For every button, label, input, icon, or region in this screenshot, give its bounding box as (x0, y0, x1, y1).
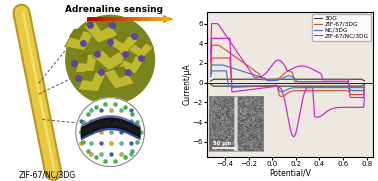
ZIF-67/3DG (209, 44, 214, 46)
Polygon shape (92, 45, 128, 71)
Y-axis label: Current/μA: Current/μA (182, 63, 191, 105)
Text: Adrenaline sensing: Adrenaline sensing (65, 5, 163, 14)
Circle shape (66, 15, 155, 104)
NC/3DG (209, 64, 214, 66)
Polygon shape (84, 18, 119, 43)
Line: 3DG: 3DG (211, 79, 364, 81)
Polygon shape (123, 53, 136, 63)
Polygon shape (94, 18, 112, 31)
Polygon shape (82, 71, 96, 81)
ZIF-67/NC/3DG (341, 79, 345, 81)
Line: ZIF-67/NC/3DG: ZIF-67/NC/3DG (211, 24, 364, 97)
3DG (218, 78, 223, 80)
3DG (302, 78, 307, 80)
ZIF-67/3DG (307, 81, 311, 83)
ZIF-67/NC/3DG (348, 96, 352, 98)
ZIF-67/NC/3DG (209, 22, 214, 25)
Polygon shape (114, 67, 129, 78)
3DG (298, 78, 302, 80)
ZIF-67/NC/3DG (298, 65, 302, 67)
NC/3DG (218, 64, 223, 66)
3DG (341, 78, 345, 80)
ZIF-67/3DG (302, 81, 307, 83)
ZIF-67/3DG (218, 45, 223, 47)
NC/3DG (307, 81, 311, 83)
Polygon shape (107, 32, 139, 55)
ZIF-67/3DG (325, 81, 330, 83)
NC/3DG (325, 81, 330, 83)
Polygon shape (104, 67, 135, 89)
NC/3DG (298, 81, 302, 83)
ZIF-67/NC/3DG (302, 65, 307, 67)
Text: ZIF-67/NC/3DG: ZIF-67/NC/3DG (18, 170, 76, 179)
ZIF-67/3DG (362, 86, 367, 88)
NC/3DG (348, 87, 353, 89)
NC/3DG (208, 73, 213, 75)
ZIF-67/NC/3DG (208, 52, 213, 54)
ZIF-67/3DG (298, 81, 302, 83)
3DG (307, 78, 311, 80)
Polygon shape (128, 39, 153, 59)
NC/3DG (302, 81, 307, 83)
NC/3DG (362, 85, 367, 87)
Polygon shape (65, 29, 94, 50)
Polygon shape (78, 71, 106, 92)
Polygon shape (76, 54, 98, 73)
Polygon shape (77, 54, 88, 63)
Polygon shape (118, 53, 146, 73)
ZIF-67/NC/3DG (307, 66, 311, 69)
3DG (362, 80, 367, 82)
Circle shape (76, 98, 144, 167)
Polygon shape (69, 29, 84, 40)
ZIF-67/3DG (208, 63, 213, 65)
Polygon shape (134, 39, 147, 49)
X-axis label: Potential/V: Potential/V (269, 168, 311, 177)
Polygon shape (102, 45, 120, 58)
3DG (208, 80, 213, 82)
Polygon shape (113, 32, 130, 43)
ZIF-67/3DG (348, 89, 353, 92)
NC/3DG (341, 81, 345, 83)
ZIF-67/NC/3DG (218, 26, 223, 28)
Legend: 3DG, ZIF-67/3DG, NC/3DG, ZIF-67/NC/3DG: 3DG, ZIF-67/3DG, NC/3DG, ZIF-67/NC/3DG (312, 14, 371, 41)
Line: ZIF-67/3DG: ZIF-67/3DG (211, 45, 364, 90)
ZIF-67/3DG (341, 81, 345, 83)
Line: NC/3DG: NC/3DG (211, 65, 364, 88)
3DG (211, 78, 216, 80)
ZIF-67/NC/3DG (362, 90, 367, 93)
3DG (325, 78, 330, 80)
ZIF-67/NC/3DG (325, 79, 330, 81)
